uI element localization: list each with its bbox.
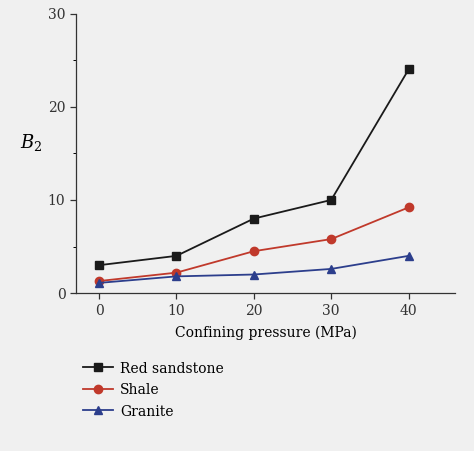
Line: Granite: Granite bbox=[95, 252, 413, 287]
Line: Shale: Shale bbox=[95, 203, 413, 285]
Shale bbox=[328, 236, 334, 242]
Shale bbox=[406, 205, 411, 210]
Legend: Red sandstone, Shale, Granite: Red sandstone, Shale, Granite bbox=[83, 362, 224, 419]
Granite bbox=[96, 280, 102, 285]
Granite bbox=[173, 274, 179, 279]
Granite bbox=[251, 272, 257, 277]
Red sandstone bbox=[406, 67, 411, 72]
Shale bbox=[173, 270, 179, 276]
X-axis label: Confining pressure (MPa): Confining pressure (MPa) bbox=[174, 326, 356, 341]
Granite bbox=[328, 266, 334, 272]
Red sandstone bbox=[251, 216, 257, 221]
Y-axis label: $B_2$: $B_2$ bbox=[20, 132, 42, 153]
Shale bbox=[251, 249, 257, 254]
Red sandstone bbox=[96, 262, 102, 268]
Shale bbox=[96, 278, 102, 284]
Red sandstone bbox=[328, 197, 334, 202]
Line: Red sandstone: Red sandstone bbox=[95, 65, 413, 269]
Granite bbox=[406, 253, 411, 258]
Red sandstone bbox=[173, 253, 179, 258]
